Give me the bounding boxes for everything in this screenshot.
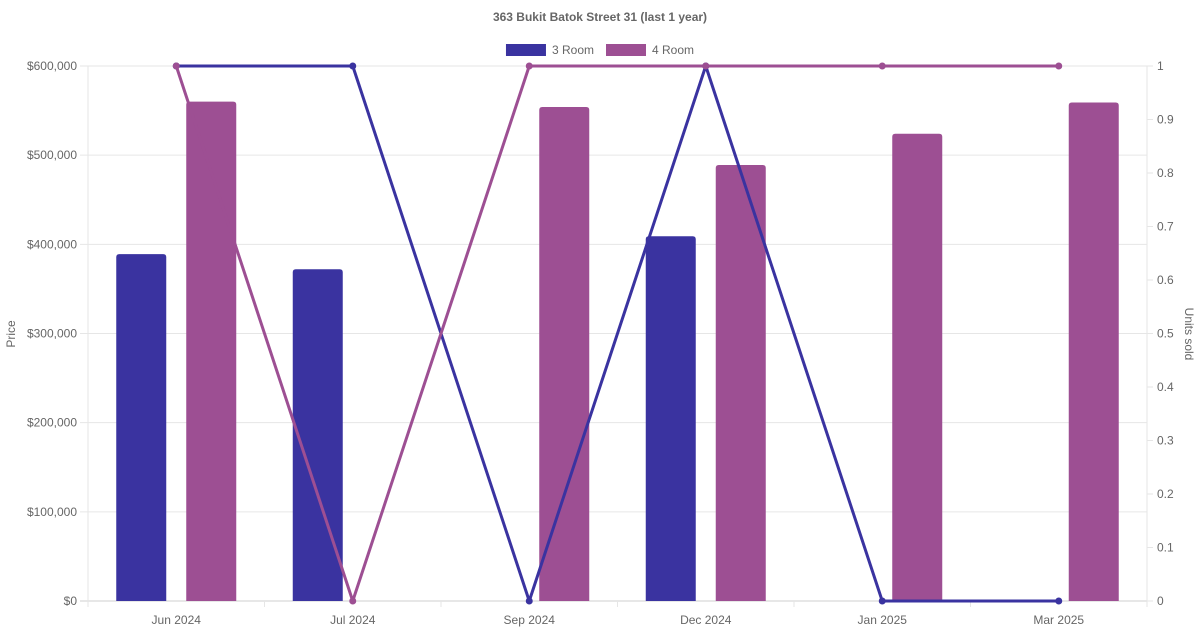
bar-4-room <box>892 133 943 601</box>
y2-tick-label: 0 <box>1157 594 1164 608</box>
bar-3-room <box>645 236 696 601</box>
y2-tick-label: 0.3 <box>1157 434 1174 448</box>
y2-tick-label: 0.4 <box>1157 380 1174 394</box>
line-units-4-room <box>174 64 1059 603</box>
point-units-3-room <box>1055 597 1063 605</box>
bar-4-room <box>1068 102 1119 601</box>
y2-tick-label: 0.9 <box>1157 113 1174 127</box>
point-units-3-room <box>349 62 357 70</box>
legend: 3 Room 4 Room <box>505 43 694 57</box>
x-tick-label: Sep 2024 <box>504 613 556 627</box>
x-tick-label: Jan 2025 <box>858 613 908 627</box>
point-units-3-room <box>878 597 886 605</box>
y-tick-label: $500,000 <box>27 148 77 162</box>
point-units-4-room <box>1055 62 1063 70</box>
chart-title: 363 Bukit Batok Street 31 (last 1 year) <box>493 10 707 24</box>
y-tick-label: $300,000 <box>27 327 77 341</box>
x-tick-label: Dec 2024 <box>680 613 732 627</box>
y2-tick-label: 0.5 <box>1157 327 1174 341</box>
y-tick-label: $400,000 <box>27 237 77 251</box>
ticks: $0 $100,000 $200,000 $300,000 $400,000 $500,0… <box>27 59 1174 627</box>
y-tick-label: $200,000 <box>27 416 77 430</box>
bar-4-room <box>715 164 766 601</box>
legend-swatch <box>606 44 646 56</box>
y2-tick-label: 1 <box>1157 59 1164 73</box>
y-axis-label: Price <box>4 320 18 348</box>
x-tick-label: Jun 2024 <box>152 613 202 627</box>
y-tick-label: $100,000 <box>27 505 77 519</box>
point-units-4-room <box>172 62 180 70</box>
point-units-4-room <box>525 62 533 70</box>
legend-label: 3 Room <box>552 43 594 57</box>
legend-label: 4 Room <box>652 43 694 57</box>
y2-tick-label: 0.2 <box>1157 487 1174 501</box>
y2-tick-label: 0.8 <box>1157 166 1174 180</box>
bar-4-room <box>186 101 237 602</box>
point-units-4-room <box>349 597 357 605</box>
y2-tick-label: 0.7 <box>1157 220 1174 234</box>
y-tick-label: $600,000 <box>27 59 77 73</box>
lines <box>172 62 1063 605</box>
y2-tick-label: 0.1 <box>1157 541 1174 555</box>
y2-tick-label: 0.6 <box>1157 273 1174 287</box>
y-tick-label: $0 <box>64 594 78 608</box>
bar-4-room <box>539 107 590 602</box>
point-units-3-room <box>525 597 533 605</box>
y2-axis-label: Units sold <box>1182 308 1196 361</box>
bars <box>116 101 1119 602</box>
point-units-4-room <box>702 62 710 70</box>
bar-3-room <box>292 269 343 601</box>
bar-3-room <box>116 254 167 601</box>
line-units-3-room <box>176 64 1059 603</box>
legend-swatch <box>505 44 546 56</box>
x-tick-label: Jul 2024 <box>330 613 376 627</box>
point-units-4-room <box>878 62 886 70</box>
x-tick-label: Mar 2025 <box>1033 613 1084 627</box>
